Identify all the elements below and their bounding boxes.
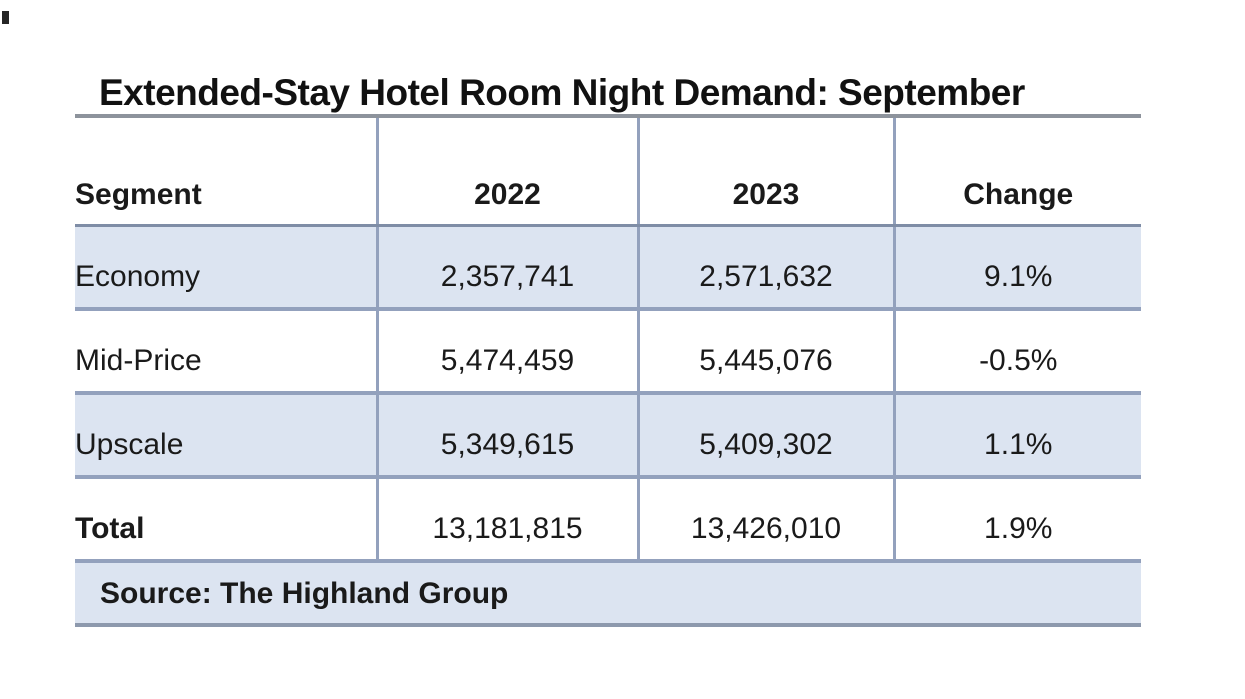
cell-segment: Mid-Price xyxy=(75,309,379,395)
cell-2023: 2,571,632 xyxy=(638,225,896,311)
column-header-2022: 2022 xyxy=(377,118,640,227)
cell-change: -0.5% xyxy=(894,309,1141,395)
table-row-economy: Economy 2,357,741 2,571,632 9.1% xyxy=(75,225,1141,311)
cell-2022: 13,181,815 xyxy=(377,477,640,563)
source-row: Source: The Highland Group xyxy=(75,561,1141,627)
cell-change: 9.1% xyxy=(894,225,1141,311)
cell-2023: 13,426,010 xyxy=(638,477,896,563)
title-rule xyxy=(75,114,1141,118)
table-row-upscale: Upscale 5,349,615 5,409,302 1.1% xyxy=(75,393,1141,479)
cell-2022: 5,474,459 xyxy=(377,309,640,395)
cell-change: 1.9% xyxy=(894,477,1141,563)
cell-2023: 5,445,076 xyxy=(638,309,896,395)
cell-segment: Economy xyxy=(75,225,379,311)
column-header-2023: 2023 xyxy=(638,118,896,227)
table-title: Extended-Stay Hotel Room Night Demand: S… xyxy=(99,72,1025,113)
artifact-mark xyxy=(2,11,9,24)
cell-2023: 5,409,302 xyxy=(638,393,896,479)
cell-2022: 5,349,615 xyxy=(377,393,640,479)
column-header-segment: Segment xyxy=(75,118,379,227)
table-row-mid-price: Mid-Price 5,474,459 5,445,076 -0.5% xyxy=(75,309,1141,395)
table-row-total: Total 13,181,815 13,426,010 1.9% xyxy=(75,477,1141,563)
cell-2022: 2,357,741 xyxy=(377,225,640,311)
cell-segment: Total xyxy=(75,477,379,563)
cell-change: 1.1% xyxy=(894,393,1141,479)
header-row: Segment 2022 2023 Change xyxy=(75,118,1141,227)
cell-segment: Upscale xyxy=(75,393,379,479)
column-header-change: Change xyxy=(894,118,1141,227)
demand-table: Segment 2022 2023 Change Economy 2,357,7… xyxy=(75,118,1141,627)
source-text: Source: The Highland Group xyxy=(75,561,1141,627)
